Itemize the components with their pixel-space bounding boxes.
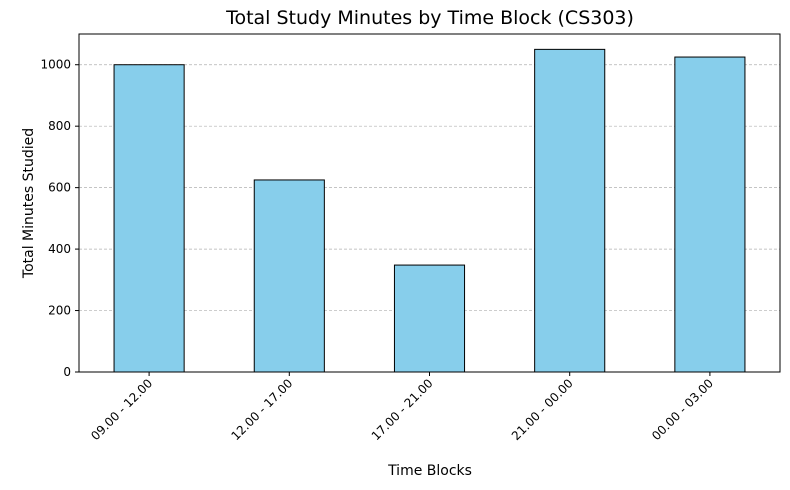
- bar: [674, 56, 746, 373]
- bar: [253, 179, 325, 373]
- chart-title: Total Study Minutes by Time Block (CS303…: [225, 7, 634, 29]
- y-tick-label: 200: [48, 304, 71, 318]
- y-axis-ticks: 0 200 400 600 800 1000: [40, 58, 79, 379]
- y-axis-title: Total Minutes Studied: [21, 128, 37, 279]
- bar: [113, 64, 185, 373]
- x-axis-title: Time Blocks: [387, 463, 472, 479]
- y-tick-label: 400: [48, 242, 71, 256]
- y-tick-label: 0: [63, 365, 71, 379]
- bar: [393, 264, 466, 373]
- y-tick-label: 1000: [40, 58, 71, 72]
- y-tick-label: 600: [48, 181, 71, 195]
- bar: [534, 48, 606, 373]
- y-tick-label: 800: [48, 119, 71, 133]
- bars: [113, 48, 746, 373]
